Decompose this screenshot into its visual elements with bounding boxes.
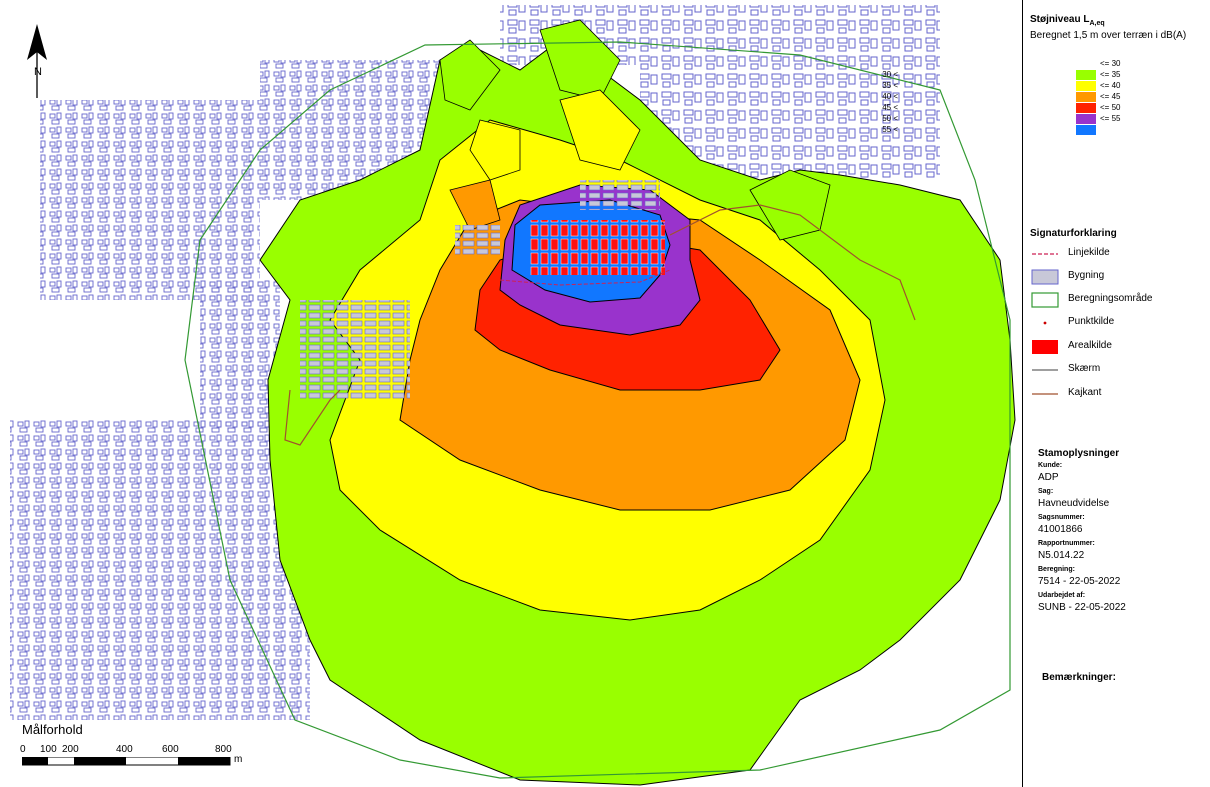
noise-scale-high: <= 40 [1100,81,1121,90]
screen-icon [1032,369,1058,371]
legend-panel: Støjniveau LA,eq Beregnet 1,5 m over ter… [882,0,1210,787]
scale-title: Målforhold [22,722,83,737]
north-arrow-icon [27,24,47,98]
info-value: 7514 - 22-05-2022 [1038,576,1121,587]
north-label: N [34,66,42,78]
building-icon [1031,269,1059,285]
noise-scale-low: 45 < [882,103,898,112]
info-key: Udarbejdet af: [1038,592,1086,599]
scale-tick-0: 0 [20,744,26,755]
noise-map-canvas [10,5,1016,786]
noise-scale-low: 55 < [882,125,898,134]
quay-lines [284,204,916,446]
remarks-label: Bemærkninger: [1042,672,1116,683]
symbol-bygning: Bygning [1028,267,1208,287]
noise-scale-high: <= 55 [1100,114,1121,123]
noise-scale-high: <= 30 [1100,59,1121,68]
noise-level-subtitle: Beregnet 1,5 m over terræn i dB(A) [1030,30,1187,41]
scale-bar: Målforhold 0 100 200 400 600 800 m [20,722,270,772]
info-key: Kunde: [1038,462,1063,469]
noise-scale-swatch [1076,114,1096,124]
area-source-block [530,220,665,275]
info-value: Havneudvidelse [1038,498,1110,509]
noise-level-title-main: Støjniveau L [1030,14,1090,25]
area-source-icon [1032,340,1058,354]
noise-scale-swatch [1076,103,1096,113]
symbol-label: Bygning [1068,270,1105,281]
calc-area-icon [1031,292,1059,308]
symbol-label: Arealkilde [1068,340,1112,351]
scale-tick-800: 800 [215,744,232,755]
noise-scale-swatch [1076,81,1096,91]
symbol-beregningsomraade: Beregningsområde [1028,290,1208,310]
noise-scale-swatch [1076,70,1096,80]
symbol-label: Kajkant [1068,387,1102,398]
scale-tick-400: 400 [116,744,133,755]
scale-tick-100: 100 [40,744,57,755]
symbols-title: Signaturforklaring [1030,228,1117,239]
info-key: Sag: [1038,488,1054,495]
symbol-arealkilde: Arealkilde [1028,337,1208,357]
port-area [300,180,665,400]
upper-noise-patches [439,19,831,241]
info-value: ADP [1038,472,1059,483]
symbol-label: Beregningsområde [1068,293,1153,304]
symbol-label: Linjekilde [1068,247,1110,258]
point-source-icon [1043,321,1047,325]
north-arrow: N [24,24,50,98]
symbol-label: Skærm [1068,363,1101,374]
calculation-boundary [184,41,1011,779]
scale-tick-600: 600 [162,744,179,755]
info-key: Sagsnummer: [1038,514,1085,521]
scale-ticks: 0 100 200 400 600 800 [20,744,260,756]
noise-level-title-sub: A,eq [1089,20,1105,27]
noise-scale-swatch [1076,59,1096,69]
noise-level-title: Støjniveau LA,eq [1030,14,1105,27]
noise-scale-high: <= 45 [1100,92,1121,101]
symbol-linjekilde: Linjekilde [1028,244,1208,264]
info-value: N5.014.22 [1038,550,1085,561]
noise-scale-low: 30 < [882,70,898,79]
info-value: SUNB - 22-05-2022 [1038,602,1126,613]
symbol-kajkant: Kajkant [1028,384,1208,404]
info-key: Beregning: [1038,566,1075,573]
symbol-punktkilde: Punktkilde [1028,313,1208,333]
quay-icon [1032,393,1058,395]
noise-scale-low: 40 < [882,92,898,101]
symbol-skaerm: Skærm [1028,360,1208,380]
noise-scale-swatch [1076,125,1096,135]
noise-map: N Målforhold 0 100 200 400 600 800 m [10,5,1016,786]
scale-bar-graphic [22,757,231,766]
noise-scale-high: <= 35 [1100,70,1121,79]
line-source-icon [1032,253,1058,255]
info-key: Rapportnummer: [1038,540,1095,547]
symbol-label: Punktkilde [1068,316,1115,327]
info-title: Stamoplysninger [1038,448,1120,459]
noise-scale-low: 50 < [882,114,898,123]
noise-scale-swatch [1076,92,1096,102]
legend-divider [1022,0,1023,787]
noise-scale-high: <= 50 [1100,103,1121,112]
noise-scale-low: 35 < [882,81,898,90]
scale-tick-200: 200 [62,744,79,755]
scale-unit: m [234,754,243,765]
info-value: 41001866 [1038,524,1083,535]
